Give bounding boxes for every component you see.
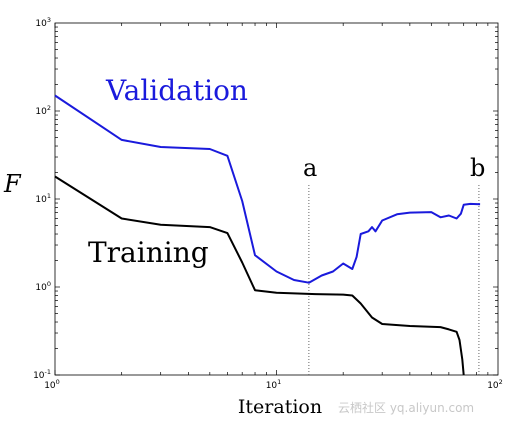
annotation-b: b <box>470 154 485 182</box>
x-axis-label: Iteration <box>238 396 322 418</box>
y-tick-label: 102 <box>35 104 51 117</box>
series-line-validation <box>54 94 481 284</box>
series-lines <box>54 94 481 376</box>
watermark: 云栖社区 yq.aliyun.com <box>338 400 474 415</box>
validation-label: Validation <box>105 74 248 107</box>
annotation-a: a <box>303 154 317 182</box>
y-axis-label: F <box>3 170 22 198</box>
training-label: Training <box>88 236 209 269</box>
axis-ticks <box>54 23 498 376</box>
plot-area <box>54 22 499 376</box>
y-tick-label: 101 <box>35 192 51 205</box>
x-tick-label: 100 <box>44 378 60 391</box>
y-tick-label: 10-1 <box>33 368 51 381</box>
y-tick-label: 103 <box>35 16 51 29</box>
x-tick-label: 101 <box>266 378 282 391</box>
series-line-training <box>54 175 465 376</box>
x-tick-label: 102 <box>487 378 503 391</box>
y-tick-label: 100 <box>35 280 51 293</box>
